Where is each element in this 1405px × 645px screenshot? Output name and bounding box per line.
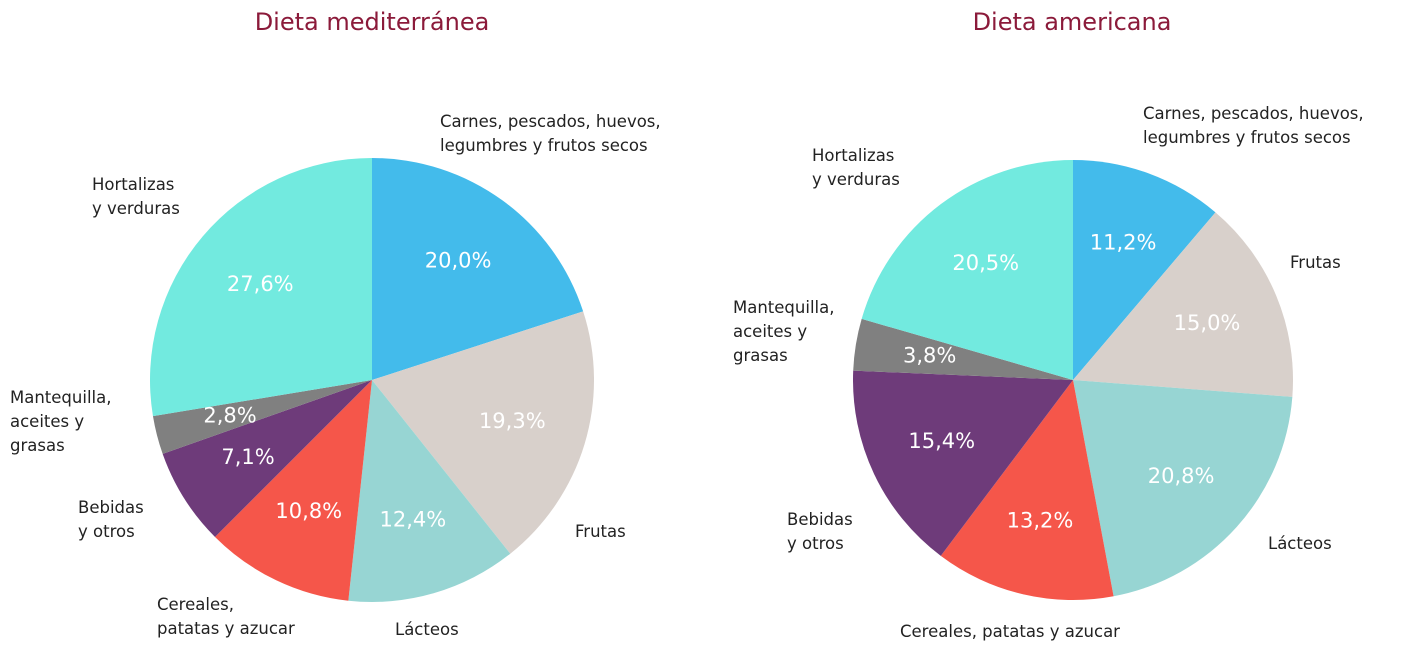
pie-slice	[861, 159, 1073, 380]
pie-slice	[853, 318, 1073, 380]
category-label: Mantequilla, aceites y grasas	[733, 298, 835, 365]
value-label: 15,4%	[908, 429, 975, 453]
value-label: 11,2%	[1090, 231, 1157, 255]
value-label: 3,8%	[903, 344, 956, 368]
pie-slice	[215, 380, 372, 601]
value-label: 2,8%	[203, 403, 256, 427]
value-label: 19,3%	[479, 409, 546, 433]
value-label: 13,2%	[1007, 508, 1074, 532]
category-label: Mantequilla, aceites y grasas	[10, 388, 112, 455]
category-label: Frutas	[1290, 253, 1341, 272]
value-label: 7,1%	[221, 445, 274, 469]
pie-slice	[152, 380, 372, 454]
pie-slice	[1073, 380, 1293, 597]
category-label: Bebidas y otros	[78, 498, 144, 541]
category-label: Frutas	[575, 522, 626, 541]
value-label: 10,8%	[275, 499, 342, 523]
category-label: Hortalizas y verduras	[812, 146, 900, 189]
pie-slice	[348, 380, 511, 602]
value-label: 20,8%	[1148, 464, 1215, 488]
value-label: 20,5%	[952, 251, 1019, 275]
value-label: 15,0%	[1174, 311, 1241, 335]
category-label: Lácteos	[395, 620, 459, 639]
pie-slice	[162, 380, 372, 537]
category-label: Hortalizas y verduras	[92, 175, 180, 218]
pie-slice	[853, 370, 1073, 556]
chart-title: Dieta mediterránea	[254, 8, 490, 36]
pie-slice	[372, 158, 584, 380]
pie-slice	[1073, 212, 1294, 397]
value-label: 20,0%	[425, 248, 492, 272]
pie-slice	[372, 311, 594, 554]
pie-slice	[940, 380, 1114, 600]
category-label: Cereales, patatas y azucar	[157, 595, 295, 638]
category-label: Carnes, pescados, huevos, legumbres y fr…	[1143, 104, 1364, 147]
value-label: 12,4%	[380, 508, 447, 532]
pie-slice	[1073, 160, 1216, 380]
category-label: Bebidas y otros	[787, 510, 853, 553]
pie-slice	[149, 158, 372, 417]
category-label: Lácteos	[1268, 534, 1332, 553]
category-label: Cereales, patatas y azucar	[900, 622, 1120, 641]
value-label: 27,6%	[227, 272, 294, 296]
chart-title: Dieta americana	[972, 8, 1172, 36]
category-label: Carnes, pescados, huevos, legumbres y fr…	[440, 112, 661, 155]
